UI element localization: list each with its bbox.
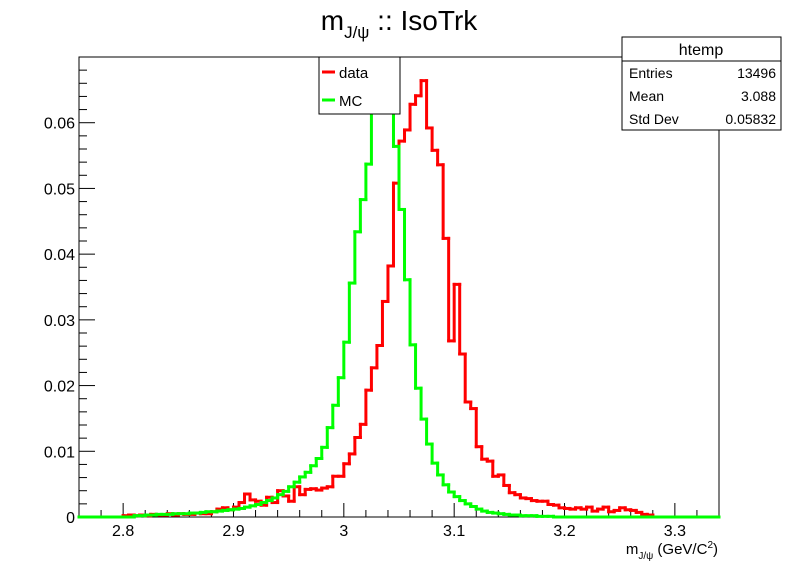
x-tick-label: 3.1	[443, 523, 465, 540]
x-tick-label: 3	[339, 523, 348, 540]
stats-label-mean: Mean	[629, 88, 664, 104]
y-tick-label: 0.05	[44, 181, 75, 198]
x-axis-label-subscript: J/ψ	[638, 551, 653, 562]
x-tick-label: 2.8	[112, 523, 134, 540]
y-axis-ticks	[79, 56, 95, 518]
y-tick-label: 0.06	[44, 116, 75, 133]
y-tick-label: 0.04	[44, 247, 75, 264]
legend-box	[318, 56, 401, 115]
x-tick-label: 3.2	[553, 523, 575, 540]
stats-value-mean: 3.088	[741, 88, 776, 104]
stats-label-stddev: Std Dev	[629, 111, 679, 127]
x-tick-label: 3.3	[664, 523, 686, 540]
stats-box-frame	[621, 36, 782, 131]
y-tick-label: 0.03	[44, 313, 75, 330]
stats-value-entries: 13496	[737, 65, 776, 81]
legend: data MC	[318, 56, 401, 115]
x-axis-tick-labels: 2.8 2.9 3 3.1 3.2 3.3	[112, 523, 686, 540]
y-tick-label: 0.01	[44, 444, 75, 461]
y-tick-label: 0.02	[44, 379, 75, 396]
x-axis-label-superscript: 2	[707, 540, 713, 551]
x-axis-label: mJ/ψ (GeV/C2)	[626, 540, 718, 562]
chart-title: mJ/ψ :: IsoTrk	[321, 5, 479, 42]
y-axis-tick-labels: 0 0.01 0.02 0.03 0.04 0.05 0.06	[44, 116, 75, 527]
x-tick-label: 2.9	[222, 523, 244, 540]
series-mc-group	[77, 81, 721, 519]
legend-label-mc: MC	[339, 93, 362, 110]
y-tick-label: 0	[66, 510, 75, 527]
stats-box: htemp Entries 13496 Mean 3.088 Std Dev 0…	[621, 36, 782, 131]
chart-title-subscript: J/ψ	[344, 23, 369, 42]
stats-label-entries: Entries	[629, 65, 673, 81]
legend-label-data: data	[339, 65, 369, 82]
stats-value-stddev: 0.05832	[725, 111, 776, 127]
stats-title: htemp	[679, 42, 724, 59]
series-layer	[77, 79, 721, 519]
